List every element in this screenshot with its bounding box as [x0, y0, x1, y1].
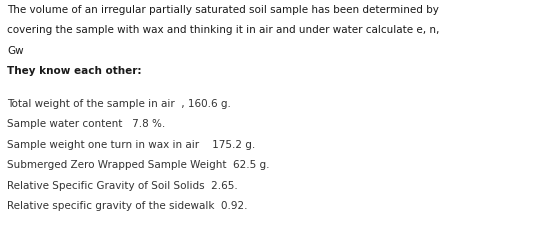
- Text: Gw: Gw: [7, 46, 24, 56]
- Text: covering the sample with wax and thinking it in air and under water calculate e,: covering the sample with wax and thinkin…: [7, 25, 440, 35]
- Text: The volume of an irregular partially saturated soil sample has been determined b: The volume of an irregular partially sat…: [7, 5, 439, 15]
- Text: Relative Specific Gravity of Soil Solids  2.65.: Relative Specific Gravity of Soil Solids…: [7, 181, 238, 191]
- Text: Relative specific gravity of the sidewalk  0.92.: Relative specific gravity of the sidewal…: [7, 201, 248, 211]
- Text: Sample weight one turn in wax in air    175.2 g.: Sample weight one turn in wax in air 175…: [7, 140, 255, 150]
- Text: They know each other:: They know each other:: [7, 66, 141, 76]
- Text: Total weight of the sample in air  , 160.6 g.: Total weight of the sample in air , 160.…: [7, 99, 231, 109]
- Text: Sample water content   7.8 %.: Sample water content 7.8 %.: [7, 119, 165, 129]
- Text: Submerged Zero Wrapped Sample Weight  62.5 g.: Submerged Zero Wrapped Sample Weight 62.…: [7, 160, 269, 170]
